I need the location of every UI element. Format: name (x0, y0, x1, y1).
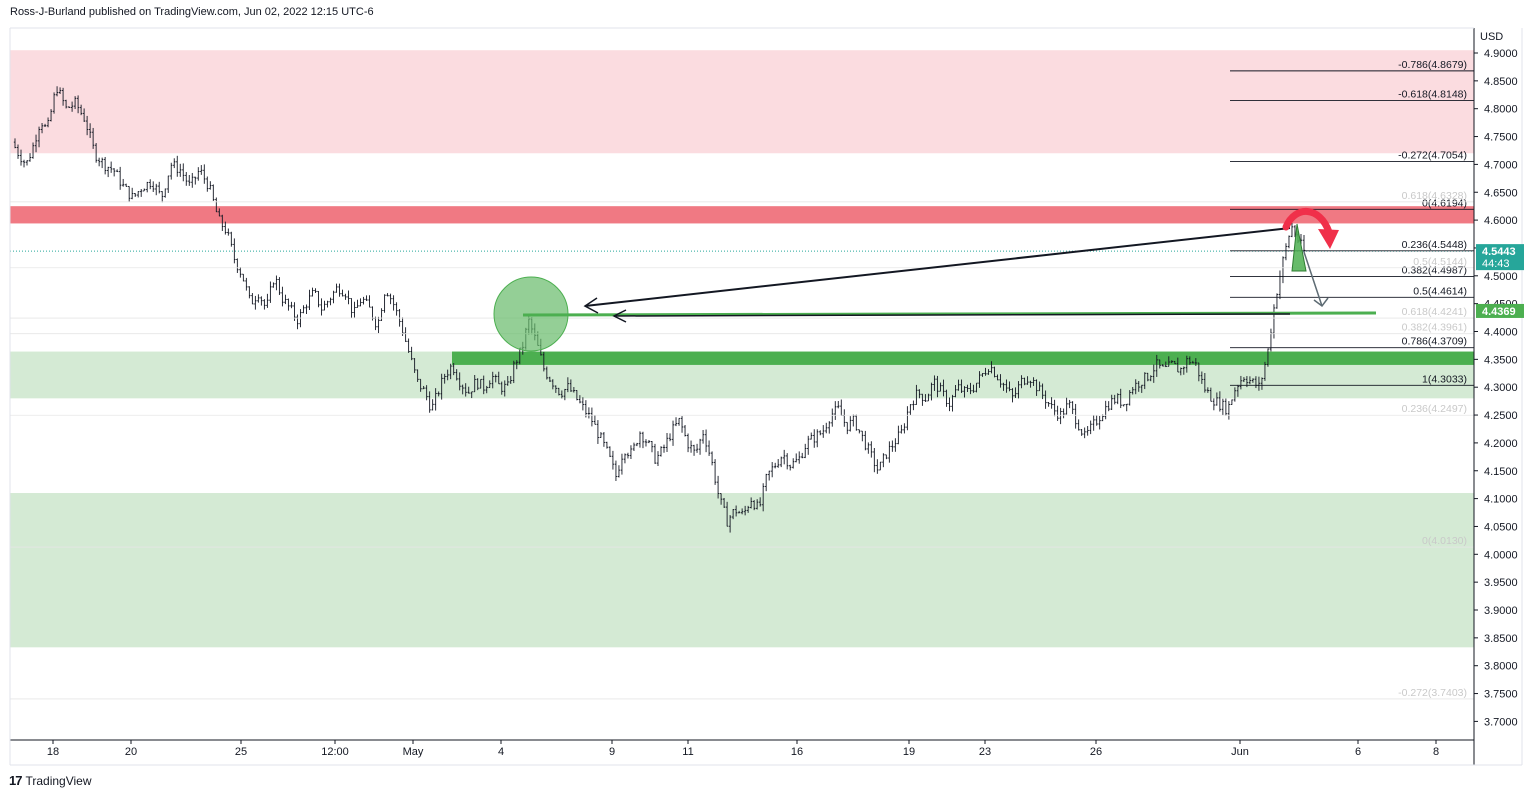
y-tick-label: 4.7000 (1484, 159, 1518, 171)
y-tick-label: 4.2000 (1484, 438, 1518, 450)
fib-faint-label: 0.618(4.6328) (1402, 190, 1467, 202)
fib-level-label: 0.5(4.4614) (1413, 285, 1467, 297)
horizontal-arrow-line[interactable] (613, 313, 1291, 317)
y-tick-label: 4.3000 (1484, 382, 1518, 394)
y-tick-label: 4.2500 (1484, 410, 1518, 422)
x-tick-label: 6 (1355, 746, 1361, 758)
y-tick-label: 3.8500 (1484, 633, 1518, 645)
fib-faint-label: 0.382(4.3961) (1402, 322, 1467, 334)
arrow-head-icon (583, 297, 599, 314)
x-tick-label: 11 (682, 746, 693, 758)
y-tick-label: 4.4000 (1484, 327, 1518, 339)
y-tick-label: 4.0000 (1484, 549, 1518, 561)
x-tick-label: 8 (1433, 746, 1439, 758)
fib-faint-label: 0.236(4.2497) (1402, 403, 1467, 415)
fib-faint-label: 0.618(4.4241) (1402, 306, 1467, 318)
support-band[interactable] (452, 351, 1474, 365)
x-tick-label: 23 (979, 746, 991, 758)
fib-level-label: -0.786(4.8679) (1398, 59, 1467, 71)
x-tick-label: 19 (903, 746, 915, 758)
x-tick-label: 4 (498, 746, 504, 758)
resistance-zone-upper[interactable] (10, 50, 1474, 154)
fib-level-label: -0.272(4.7054) (1398, 149, 1467, 161)
x-tick-label: 20 (125, 746, 137, 758)
fib-faint-label: 0(4.0130) (1422, 535, 1467, 547)
fib-level-label: 0(4.6194) (1422, 197, 1467, 209)
resistance-band[interactable] (10, 206, 1474, 224)
demand-zone-lower[interactable] (10, 493, 1474, 648)
price-label-box (1476, 303, 1524, 318)
footer: 17 TradingView (9, 773, 92, 788)
y-tick-label: 4.5000 (1484, 271, 1518, 283)
y-tick-label: 4.1000 (1484, 494, 1518, 506)
x-tick-label: 25 (235, 746, 247, 758)
currency-label: USD (1480, 31, 1503, 43)
y-tick-label: 4.6000 (1484, 215, 1518, 227)
price-label-countdown: 44:43 (1482, 258, 1510, 270)
projection-triangle[interactable] (1291, 223, 1307, 272)
y-tick-label: 4.1500 (1484, 466, 1518, 478)
y-tick-label: 4.8000 (1484, 104, 1518, 116)
y-tick-label: 4.6500 (1484, 187, 1518, 199)
projection-arrow-line[interactable] (1303, 251, 1323, 307)
x-tick-label: Jun (1231, 746, 1249, 758)
y-tick-label: 4.8500 (1484, 76, 1518, 88)
x-tick-label: 12:00 (321, 746, 349, 758)
brand-name: TradingView (25, 773, 92, 788)
x-tick-label: 18 (47, 746, 59, 758)
y-tick-label: 4.3500 (1484, 354, 1518, 366)
y-tick-label: 3.8000 (1484, 661, 1518, 673)
reversal-curve-arrow[interactable] (1282, 207, 1333, 236)
reversal-arrow-head-icon (1318, 229, 1339, 249)
support-level-line[interactable] (522, 311, 1377, 317)
fib-level-label: 1(4.3033) (1422, 373, 1467, 385)
x-tick-label: 26 (1090, 746, 1102, 758)
x-tick-label: 9 (609, 746, 615, 758)
price-label-value: 4.5443 (1482, 246, 1516, 258)
publisher-header: Ross-J-Burland published on TradingView.… (10, 6, 374, 18)
candlestick-series (10, 86, 1474, 533)
fib-level-label: 0.786(4.3709) (1402, 336, 1467, 348)
y-tick-label: 4.9000 (1484, 48, 1518, 60)
tradingview-logo: 17 (9, 773, 23, 788)
fib-level-label: -0.618(4.8148) (1398, 88, 1467, 100)
price-label-box (1476, 244, 1524, 271)
arrow-head-icon (612, 309, 627, 323)
y-tick-label: 4.0500 (1484, 521, 1518, 533)
arrow-head-icon (1313, 297, 1329, 308)
y-tick-label: 3.7500 (1484, 689, 1518, 701)
trend-arrow-line[interactable] (584, 227, 1291, 307)
x-tick-label: 16 (791, 746, 803, 758)
y-tick-label: 3.9000 (1484, 605, 1518, 617)
price-label-value: 4.4369 (1482, 306, 1516, 318)
fib-faint-label: 0.5(4.5144) (1413, 256, 1467, 268)
fib-level-label: 0.236(4.5448) (1402, 239, 1467, 251)
x-tick-label: May (403, 746, 424, 758)
y-tick-label: 3.9500 (1484, 577, 1518, 589)
y-tick-label: 4.7500 (1484, 132, 1518, 144)
y-tick-label: 3.7000 (1484, 716, 1518, 728)
fib-faint-label: -0.272(3.7403) (1398, 687, 1467, 699)
